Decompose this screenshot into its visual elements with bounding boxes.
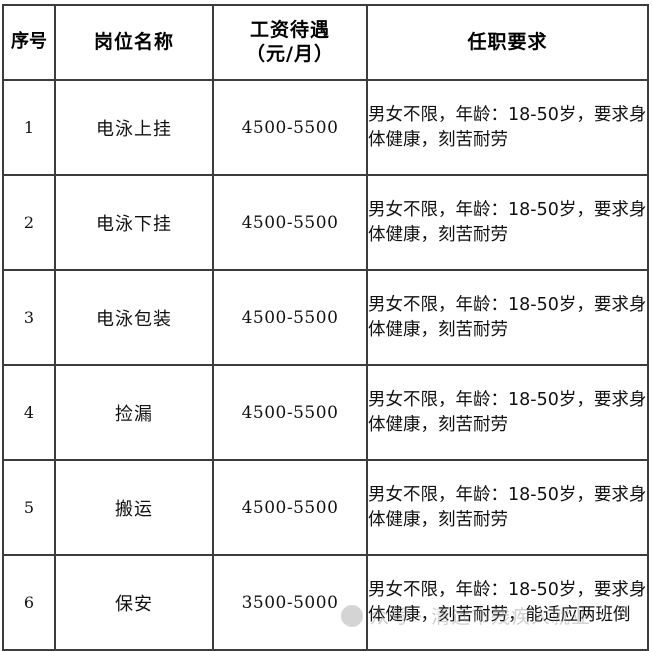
cell-salary: 4500-5500 [212, 364, 368, 461]
table-row: 6 保安 3500-5000 男女不限，年龄：18-50岁，要求身体健康，刻苦耐… [2, 554, 649, 651]
cell-requirements: 男女不限，年龄：18-50岁，要求身体健康，刻苦耐劳 [366, 269, 649, 366]
cell-position-name: 捡漏 [54, 364, 214, 461]
cell-no: 1 [2, 79, 56, 176]
cell-requirements: 男女不限，年龄：18-50岁，要求身体健康，刻苦耐劳 [366, 79, 649, 176]
cell-requirements: 男女不限，年龄：18-50岁，要求身体健康，刻苦耐劳 [366, 174, 649, 271]
job-listing-table: 序号 岗位名称 工资待遇 （元/月） 任职要求 1 电泳上挂 4500-5500… [2, 4, 649, 651]
table-row: 1 电泳上挂 4500-5500 男女不限，年龄：18-50岁，要求身体健康，刻… [2, 79, 649, 176]
cell-position-name: 搬运 [54, 459, 214, 556]
cell-no: 2 [2, 174, 56, 271]
column-header-salary-line1: 工资待遇 [249, 18, 330, 41]
table-row: 4 捡漏 4500-5500 男女不限，年龄：18-50岁，要求身体健康，刻苦耐… [2, 364, 649, 461]
table-body: 1 电泳上挂 4500-5500 男女不限，年龄：18-50岁，要求身体健康，刻… [2, 79, 649, 651]
cell-position-name: 电泳上挂 [54, 79, 214, 176]
cell-requirements: 男女不限，年龄：18-50岁，要求身体健康，刻苦耐劳 [366, 364, 649, 461]
table-row: 2 电泳下挂 4500-5500 男女不限，年龄：18-50岁，要求身体健康，刻… [2, 174, 649, 271]
column-header-requirements: 任职要求 [366, 4, 649, 81]
cell-requirements: 男女不限，年龄：18-50岁，要求身体健康，刻苦耐劳，能适应两班倒 [366, 554, 649, 651]
cell-position-name: 电泳下挂 [54, 174, 214, 271]
table-row: 5 搬运 4500-5500 男女不限，年龄：18-50岁，要求身体健康，刻苦耐… [2, 459, 649, 556]
table-header: 序号 岗位名称 工资待遇 （元/月） 任职要求 [2, 4, 649, 81]
column-header-no: 序号 [2, 4, 56, 81]
cell-salary: 4500-5500 [212, 174, 368, 271]
table-row: 3 电泳包装 4500-5500 男女不限，年龄：18-50岁，要求身体健康，刻… [2, 269, 649, 366]
cell-no: 5 [2, 459, 56, 556]
cell-salary: 4500-5500 [212, 459, 368, 556]
table-header-row: 序号 岗位名称 工资待遇 （元/月） 任职要求 [2, 4, 649, 81]
cell-requirements: 男女不限，年龄：18-50岁，要求身体健康，刻苦耐劳 [366, 459, 649, 556]
column-header-position-name: 岗位名称 [54, 4, 214, 81]
cell-salary: 4500-5500 [212, 79, 368, 176]
cell-position-name: 电泳包装 [54, 269, 214, 366]
column-header-salary-line2: （元/月） [246, 42, 334, 65]
cell-no: 6 [2, 554, 56, 651]
cell-salary: 3500-5000 [212, 554, 368, 651]
cell-no: 4 [2, 364, 56, 461]
cell-salary: 4500-5500 [212, 269, 368, 366]
cell-position-name: 保安 [54, 554, 214, 651]
column-header-salary: 工资待遇 （元/月） [212, 4, 368, 81]
cell-no: 3 [2, 269, 56, 366]
